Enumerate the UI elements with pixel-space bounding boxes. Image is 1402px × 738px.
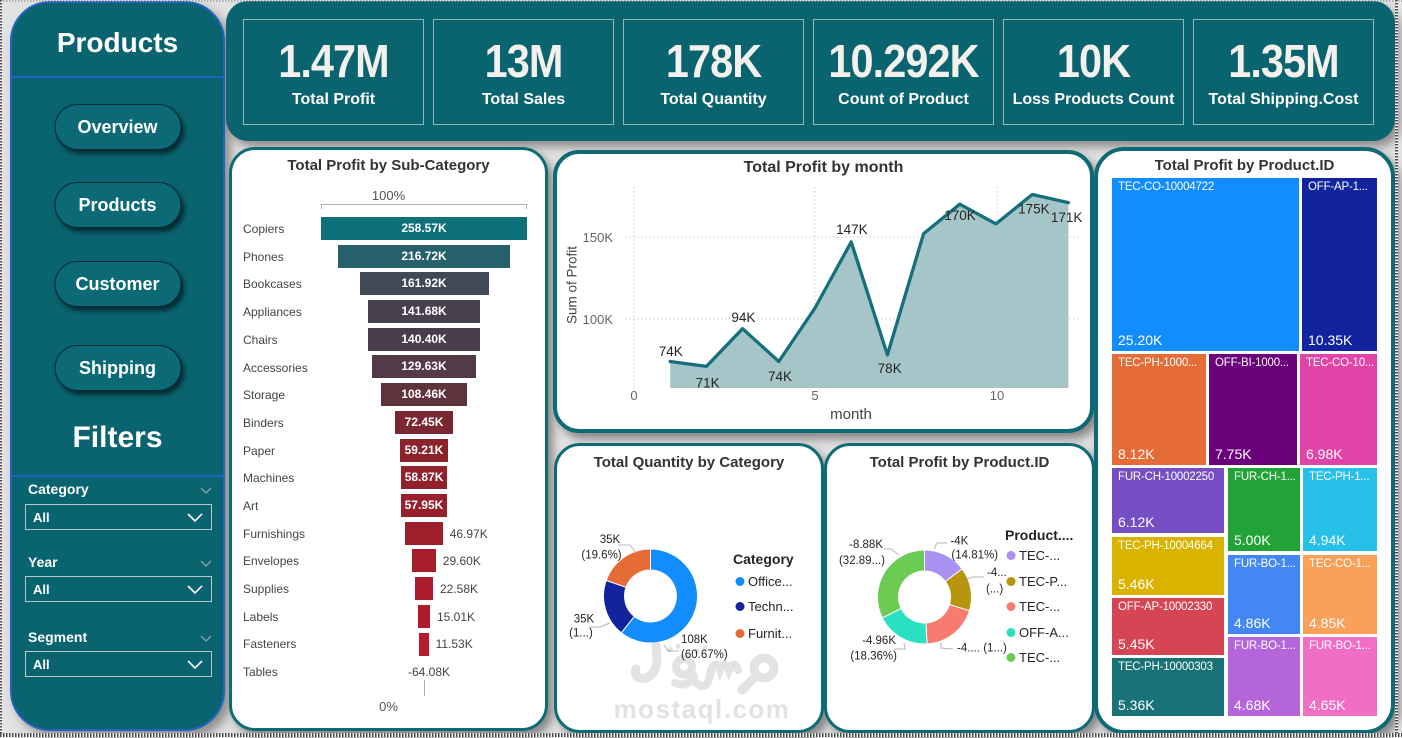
svg-text:mostaql.com: mostaql.com [614,694,791,724]
svg-text:147K: 147K [836,222,868,237]
svg-text:(1...): (1...) [569,628,593,640]
svg-text:(18.36%): (18.36%) [850,651,897,663]
svg-text:74K: 74K [659,344,683,359]
svg-text:175K: 175K [1018,202,1050,217]
svg-text:(19.6%): (19.6%) [581,550,621,562]
svg-text:78K: 78K [878,361,902,376]
svg-text:Office...: Office... [748,574,793,589]
svg-text:(14.81%): (14.81%) [951,550,998,562]
svg-text:Category: Category [733,551,794,567]
svg-text:OFF-A...: OFF-A... [1019,625,1069,640]
svg-text:94K: 94K [731,310,755,325]
svg-text:5: 5 [811,388,818,403]
svg-text:(32.89...): (32.89...) [839,555,885,567]
svg-text:-4...: -4... [987,567,1007,579]
svg-text:(60.67%): (60.67%) [681,649,728,661]
svg-text:Product....: Product.... [1005,527,1073,543]
svg-text:170K: 170K [944,208,976,223]
svg-text:-4.... (1...): -4.... (1...) [957,643,1007,655]
svg-text:TEC-...: TEC-... [1019,650,1060,665]
svg-text:74K: 74K [768,369,792,384]
svg-text:Techn...: Techn... [748,599,794,614]
svg-text:TEC-...: TEC-... [1019,548,1060,563]
svg-text:150K: 150K [583,230,614,245]
svg-text:0: 0 [630,388,637,403]
svg-text:35K: 35K [574,614,595,626]
svg-text:Sum of Profit: Sum of Profit [565,246,580,324]
svg-text:10: 10 [990,388,1004,403]
svg-text:-4.96K: -4.96K [862,635,896,647]
svg-text:108K: 108K [681,634,708,646]
svg-text:-8.88K: -8.88K [849,539,883,551]
svg-text:Furnit...: Furnit... [748,626,792,641]
svg-text:month: month [830,406,872,423]
svg-text:100K: 100K [583,312,614,327]
svg-text:71K: 71K [696,376,720,391]
svg-text:(...): (...) [986,584,1003,596]
svg-text:TEC-P...: TEC-P... [1019,574,1067,589]
svg-text:35K: 35K [600,534,621,546]
svg-text:TEC-...: TEC-... [1019,599,1060,614]
svg-text:171K: 171K [1051,210,1083,225]
svg-text:-4K: -4K [950,536,968,548]
